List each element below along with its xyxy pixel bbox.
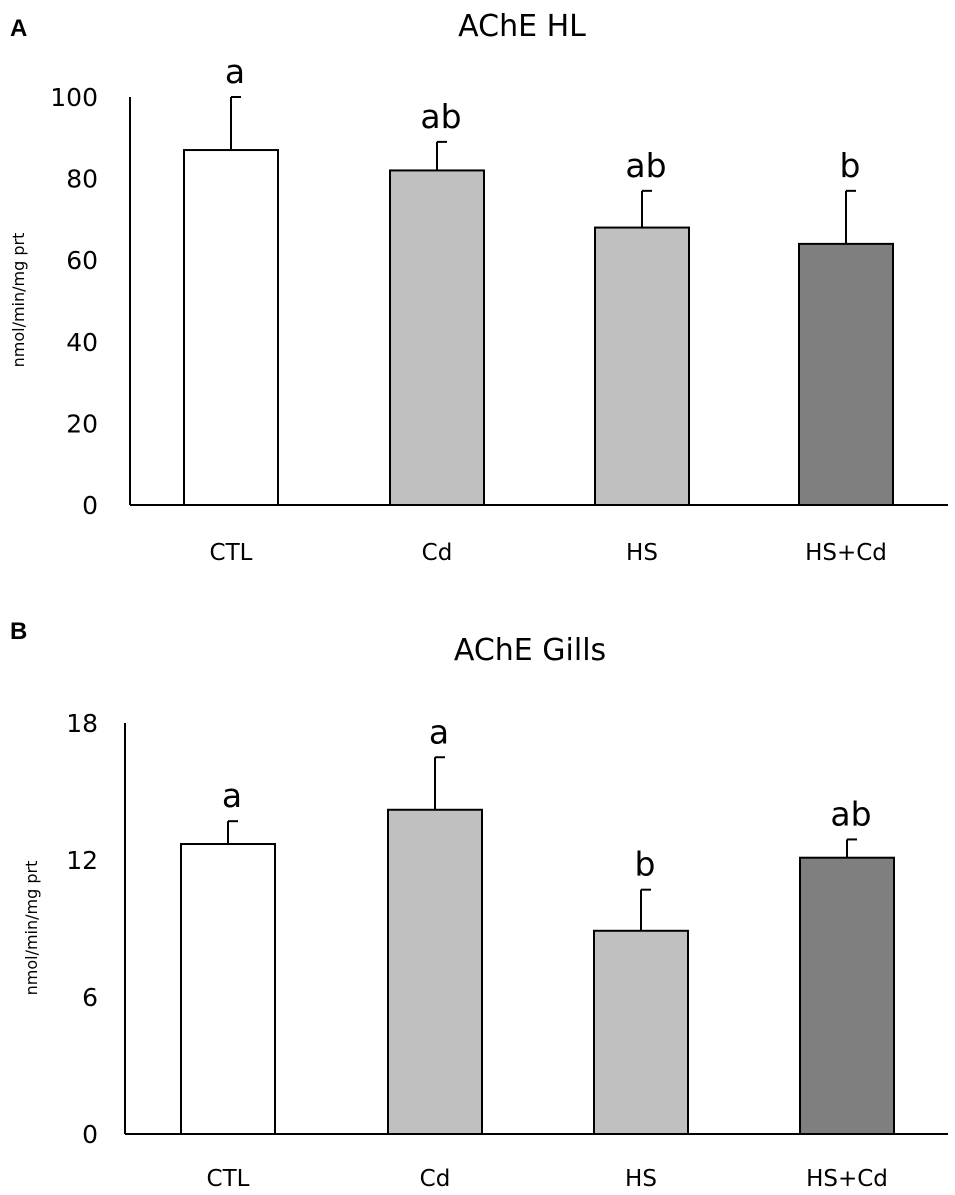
chart-panel-b: B AChE Gills nmol/min/mg prt 0 6 12 18 CTL a… bbox=[10, 618, 948, 1192]
significance-label-b: a bbox=[429, 712, 449, 751]
y-tick-label-b: 0 bbox=[82, 1120, 98, 1149]
y-tick-label-a: 0 bbox=[82, 491, 98, 520]
y-ticks-a: 0 20 40 60 80 100 bbox=[50, 83, 98, 520]
bar-a-2 bbox=[389, 169, 485, 506]
significance-label-b: ab bbox=[830, 794, 871, 833]
significance-label-a: a bbox=[225, 52, 245, 91]
x-tick-label-a: HS+Cd bbox=[805, 540, 887, 566]
x-tick-label-b: HS bbox=[625, 1166, 657, 1192]
x-tick-label-b: Cd bbox=[420, 1166, 451, 1192]
significance-label-b: b bbox=[635, 845, 656, 884]
chart-panel-a: A AChE HL nmol/min/mg prt 0 20 40 60 80 100 C… bbox=[9, 9, 948, 566]
significance-label-a: ab bbox=[420, 97, 461, 136]
y-axis-label-b: nmol/min/mg prt bbox=[22, 861, 41, 996]
x-tick-label-b: HS+Cd bbox=[806, 1166, 888, 1192]
y-tick-label-b: 18 bbox=[66, 709, 98, 738]
bar-a-4 bbox=[798, 242, 894, 506]
x-tick-label-a: HS bbox=[626, 540, 658, 566]
chart-title-a: AChE HL bbox=[458, 9, 586, 44]
significance-label-b: a bbox=[222, 776, 242, 815]
panel-letter-a: A bbox=[10, 15, 27, 42]
y-tick-label-a: 20 bbox=[66, 409, 98, 438]
x-tick-label-a: CTL bbox=[210, 540, 253, 566]
y-tick-label-a: 80 bbox=[66, 165, 98, 194]
significance-label-a: b bbox=[840, 146, 861, 185]
y-ticks-b: 0 6 12 18 bbox=[66, 709, 98, 1149]
bar-b-2 bbox=[387, 808, 483, 1135]
y-tick-label-a: 40 bbox=[66, 328, 98, 357]
chart-title-b: AChE Gills bbox=[454, 633, 606, 668]
y-tick-label-a: 100 bbox=[50, 83, 98, 112]
bar-a-1 bbox=[183, 149, 279, 506]
y-axis-label-a: nmol/min/mg prt bbox=[9, 233, 28, 368]
bar-a-3 bbox=[594, 226, 690, 506]
bar-b-4 bbox=[799, 856, 895, 1135]
bars-b: CTL a Cd a HS b HS+Cd ab bbox=[180, 712, 895, 1192]
axes-a bbox=[129, 97, 948, 506]
y-tick-label-b: 6 bbox=[82, 983, 98, 1012]
y-tick-label-a: 60 bbox=[66, 246, 98, 275]
x-tick-label-a: Cd bbox=[422, 540, 453, 566]
y-tick-label-b: 12 bbox=[66, 846, 98, 875]
x-tick-label-b: CTL bbox=[207, 1166, 250, 1192]
significance-label-a: ab bbox=[625, 146, 666, 185]
axes-b bbox=[124, 723, 948, 1135]
bar-b-3 bbox=[593, 929, 689, 1135]
bars-a: CTL a Cd ab HS ab HS+Cd b bbox=[183, 52, 894, 566]
bar-b-1 bbox=[180, 843, 276, 1135]
panel-letter-b: B bbox=[10, 618, 27, 645]
